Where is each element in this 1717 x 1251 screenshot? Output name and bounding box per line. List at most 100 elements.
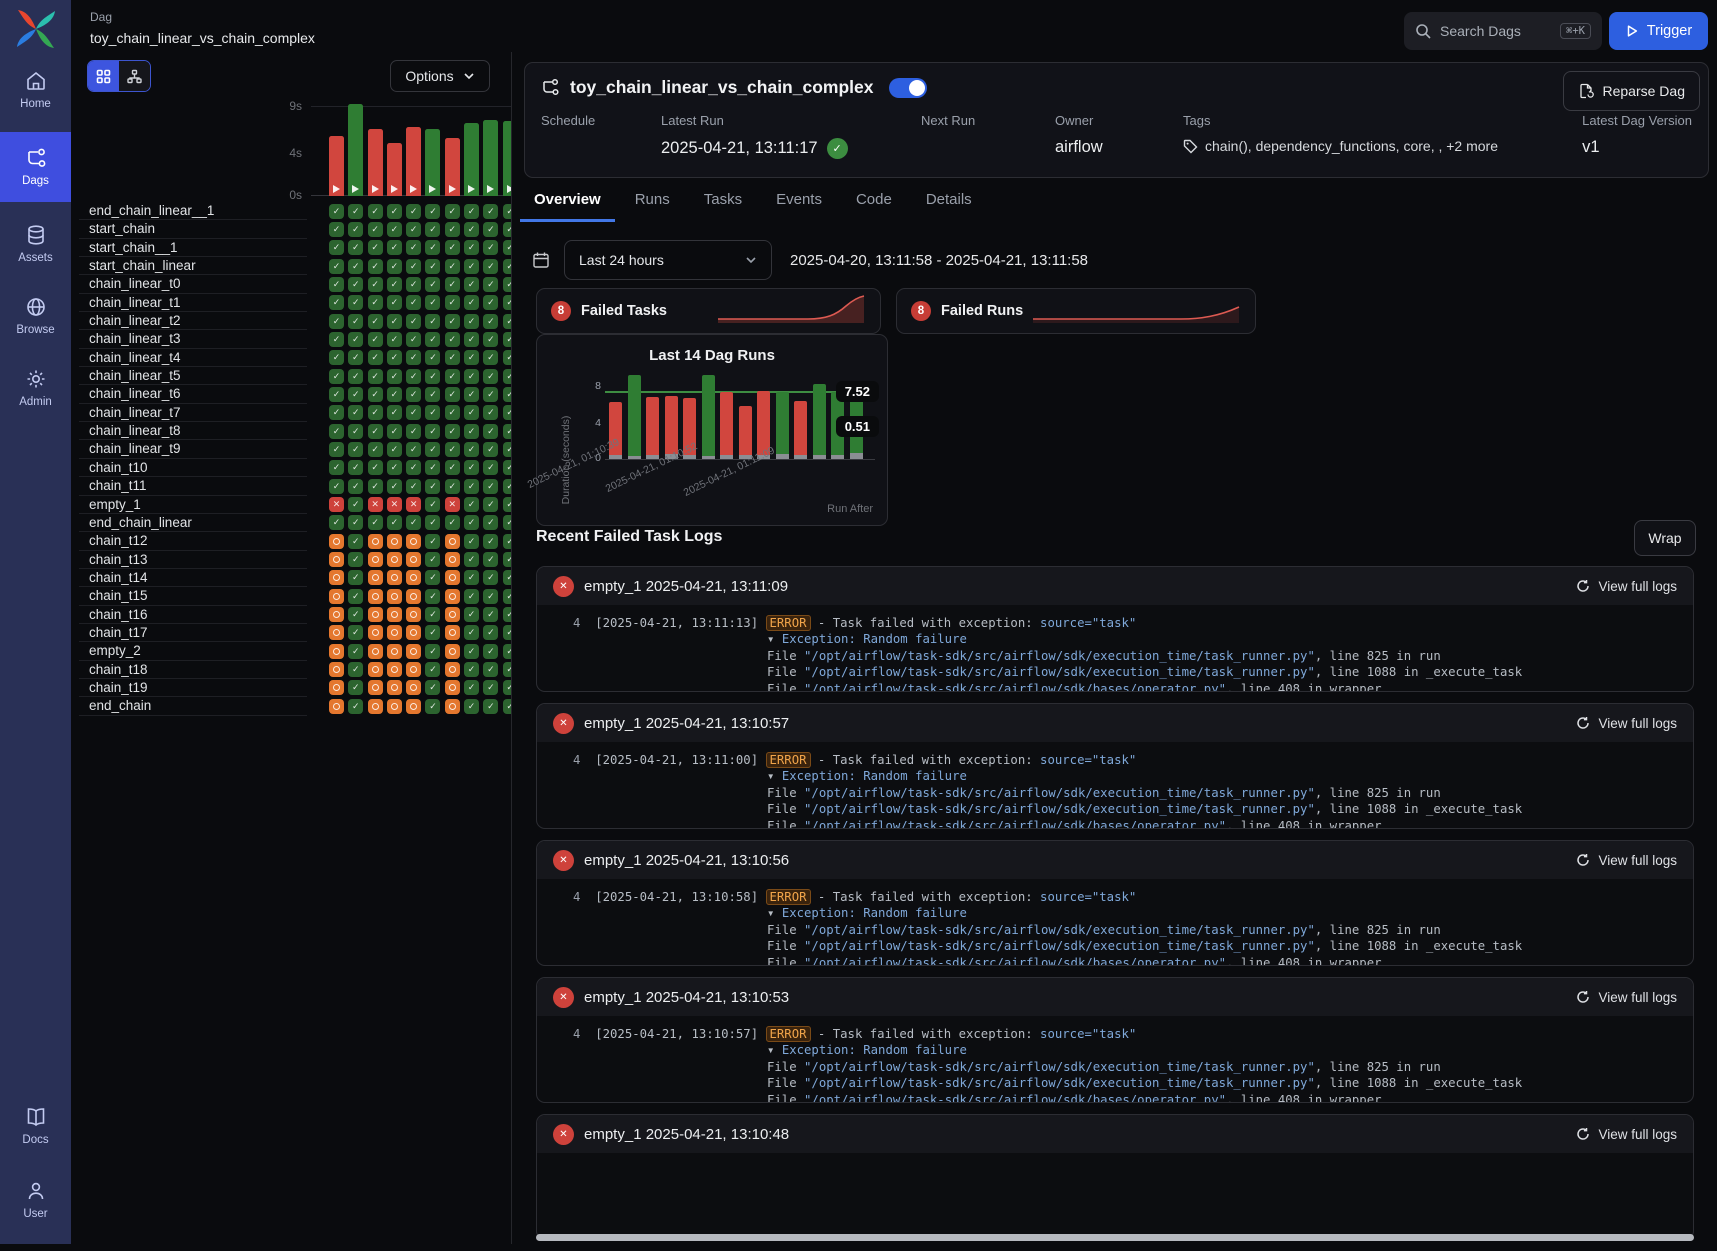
- success-state-icon[interactable]: ✓: [464, 423, 480, 439]
- success-state-icon[interactable]: ✓: [444, 368, 460, 384]
- success-state-icon[interactable]: ✓: [483, 386, 499, 402]
- success-state-icon[interactable]: ✓: [329, 221, 344, 237]
- success-state-icon[interactable]: ✓: [464, 662, 480, 678]
- success-state-icon[interactable]: ✓: [444, 331, 460, 347]
- success-state-icon[interactable]: ✓: [483, 331, 499, 347]
- success-state-icon[interactable]: ✓: [348, 607, 364, 623]
- task-name[interactable]: chain_t12: [89, 533, 148, 549]
- upstream-failed-state-icon[interactable]: [386, 680, 402, 696]
- success-state-icon[interactable]: ✓: [502, 460, 511, 476]
- task-name[interactable]: chain_linear_t7: [89, 404, 181, 420]
- success-state-icon[interactable]: ✓: [483, 368, 499, 384]
- success-state-icon[interactable]: ✓: [329, 368, 344, 384]
- upstream-failed-state-icon[interactable]: [329, 680, 344, 696]
- task-name[interactable]: chain_linear_t3: [89, 331, 181, 347]
- success-state-icon[interactable]: ✓: [464, 698, 480, 714]
- success-state-icon[interactable]: ✓: [444, 515, 460, 531]
- tab-details[interactable]: Details: [925, 191, 972, 208]
- success-state-icon[interactable]: ✓: [348, 497, 364, 512]
- success-state-icon[interactable]: ✓: [483, 478, 499, 494]
- success-state-icon[interactable]: ✓: [483, 441, 499, 457]
- success-state-icon[interactable]: ✓: [386, 276, 402, 292]
- success-state-icon[interactable]: ✓: [502, 698, 511, 714]
- dag-run-bar[interactable]: [329, 136, 344, 196]
- chart-bar[interactable]: [627, 375, 641, 459]
- failed-runs-card[interactable]: 8 Failed Runs: [896, 288, 1256, 334]
- success-state-icon[interactable]: ✓: [502, 313, 511, 329]
- success-state-icon[interactable]: ✓: [464, 350, 480, 366]
- tab-tasks[interactable]: Tasks: [703, 191, 743, 208]
- task-name[interactable]: chain_linear_t9: [89, 441, 181, 457]
- success-state-icon[interactable]: ✓: [464, 276, 480, 292]
- graph-view-button[interactable]: [119, 61, 150, 91]
- task-name[interactable]: chain_linear_t2: [89, 313, 181, 329]
- search-dags-input[interactable]: Search Dags ⌘+K: [1404, 12, 1602, 50]
- success-state-icon[interactable]: ✓: [348, 350, 364, 366]
- success-state-icon[interactable]: ✓: [502, 570, 511, 586]
- failed-state-icon[interactable]: ✕: [329, 497, 344, 512]
- success-state-icon[interactable]: ✓: [483, 276, 499, 292]
- success-state-icon[interactable]: ✓: [502, 478, 511, 494]
- success-state-icon[interactable]: ✓: [464, 405, 480, 421]
- success-state-icon[interactable]: ✓: [329, 478, 344, 494]
- success-state-icon[interactable]: ✓: [425, 607, 441, 623]
- success-state-icon[interactable]: ✓: [425, 258, 441, 274]
- chart-bar[interactable]: [775, 392, 789, 459]
- upstream-failed-state-icon[interactable]: [406, 643, 422, 659]
- success-state-icon[interactable]: ✓: [348, 405, 364, 421]
- success-state-icon[interactable]: ✓: [483, 643, 499, 659]
- sidebar-item-assets[interactable]: Assets: [0, 214, 71, 274]
- success-state-icon[interactable]: ✓: [367, 276, 383, 292]
- success-state-icon[interactable]: ✓: [425, 423, 441, 439]
- upstream-failed-state-icon[interactable]: [406, 698, 422, 714]
- success-state-icon[interactable]: ✓: [502, 441, 511, 457]
- success-state-icon[interactable]: ✓: [367, 515, 383, 531]
- upstream-failed-state-icon[interactable]: [406, 680, 422, 696]
- failed-state-icon[interactable]: ✕: [386, 497, 402, 512]
- success-state-icon[interactable]: ✓: [425, 276, 441, 292]
- dag-run-bar[interactable]: [502, 121, 511, 196]
- view-full-logs-link[interactable]: View full logs: [1576, 853, 1677, 868]
- view-full-logs-link[interactable]: View full logs: [1576, 716, 1677, 731]
- task-name[interactable]: chain_linear_t1: [89, 294, 181, 310]
- upstream-failed-state-icon[interactable]: [367, 533, 383, 549]
- failed-state-icon[interactable]: ✕: [367, 497, 383, 512]
- view-full-logs-link[interactable]: View full logs: [1576, 990, 1677, 1005]
- chart-bar[interactable]: [683, 397, 696, 459]
- task-name[interactable]: end_chain_linear: [89, 514, 192, 530]
- success-state-icon[interactable]: ✓: [464, 625, 480, 641]
- success-state-icon[interactable]: ✓: [386, 405, 402, 421]
- success-state-icon[interactable]: ✓: [348, 441, 364, 457]
- success-state-icon[interactable]: ✓: [483, 258, 499, 274]
- success-state-icon[interactable]: ✓: [483, 680, 499, 696]
- success-state-icon[interactable]: ✓: [367, 203, 383, 219]
- failed-state-icon[interactable]: ✕: [406, 497, 422, 512]
- success-state-icon[interactable]: ✓: [425, 570, 441, 586]
- task-name[interactable]: chain_t18: [89, 661, 148, 677]
- success-state-icon[interactable]: ✓: [406, 331, 422, 347]
- success-state-icon[interactable]: ✓: [502, 515, 511, 531]
- success-state-icon[interactable]: ✓: [425, 552, 441, 568]
- success-state-icon[interactable]: ✓: [329, 515, 344, 531]
- success-state-icon[interactable]: ✓: [444, 221, 460, 237]
- chart-bar[interactable]: [646, 396, 659, 459]
- success-state-icon[interactable]: ✓: [425, 313, 441, 329]
- success-state-icon[interactable]: ✓: [348, 313, 364, 329]
- upstream-failed-state-icon[interactable]: [329, 533, 344, 549]
- success-state-icon[interactable]: ✓: [483, 405, 499, 421]
- upstream-failed-state-icon[interactable]: [329, 607, 344, 623]
- success-state-icon[interactable]: ✓: [386, 423, 402, 439]
- success-state-icon[interactable]: ✓: [348, 478, 364, 494]
- success-state-icon[interactable]: ✓: [386, 331, 402, 347]
- upstream-failed-state-icon[interactable]: [444, 588, 460, 604]
- success-state-icon[interactable]: ✓: [367, 295, 383, 311]
- success-state-icon[interactable]: ✓: [406, 478, 422, 494]
- sidebar-item-home[interactable]: Home: [0, 60, 71, 120]
- upstream-failed-state-icon[interactable]: [406, 533, 422, 549]
- success-state-icon[interactable]: ✓: [464, 386, 480, 402]
- upstream-failed-state-icon[interactable]: [367, 588, 383, 604]
- success-state-icon[interactable]: ✓: [444, 460, 460, 476]
- success-state-icon[interactable]: ✓: [483, 350, 499, 366]
- sidebar-item-dags[interactable]: Dags: [0, 132, 71, 202]
- success-state-icon[interactable]: ✓: [348, 570, 364, 586]
